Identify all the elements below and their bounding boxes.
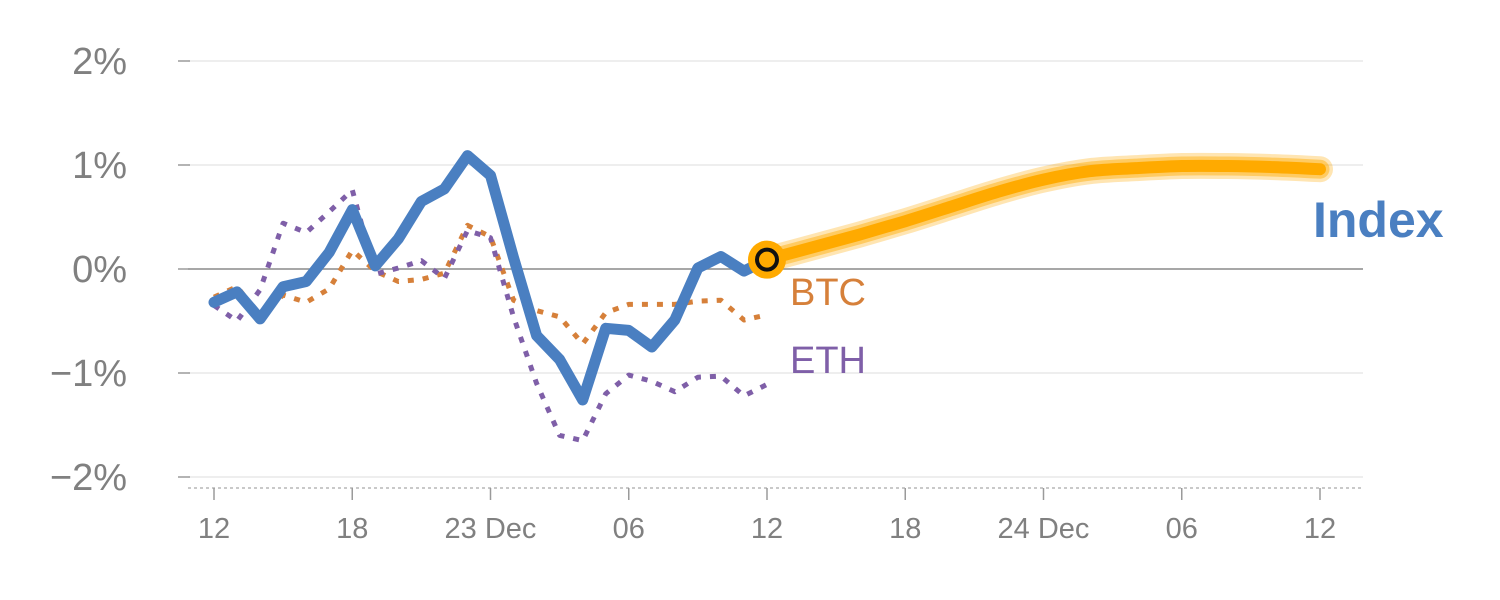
x-tick-label: 18 (889, 513, 921, 545)
btc-series-line (212, 222, 768, 347)
label-layer: BTC ETH Index (790, 192, 1444, 382)
junction-marker (755, 247, 779, 272)
eth-series-line (212, 187, 769, 444)
axis-layer: 2% 1% 0% −1% −2% 12 18 23 Dec 06 12 18 24 Dec 06 12 (50, 41, 1363, 545)
index-series-line (208, 150, 773, 406)
y-tick-label: −1% (50, 353, 127, 395)
x-tick-label: 12 (1304, 513, 1336, 545)
btc-series-label: BTC (790, 272, 866, 314)
y-tick-label: 2% (72, 41, 127, 83)
x-tick-label: 12 (751, 513, 783, 545)
x-tick-label: 18 (336, 513, 368, 545)
y-tick-label: −2% (50, 457, 127, 499)
forecast-layer (754, 152, 1333, 273)
eth-series-label: ETH (790, 340, 866, 382)
y-tick-label: 1% (72, 145, 127, 187)
x-tick-label: 12 (198, 513, 230, 545)
marker-layer (748, 240, 786, 279)
y-tick-label: 0% (72, 249, 127, 291)
series-layer (208, 150, 773, 444)
index-series-label: Index (1313, 192, 1444, 248)
forecast-line (761, 159, 1326, 266)
x-tick-label: 06 (1166, 513, 1198, 545)
x-tick-label: 24 Dec (998, 513, 1090, 545)
x-tick-label: 06 (613, 513, 645, 545)
x-tick-label: 23 Dec (445, 513, 537, 545)
